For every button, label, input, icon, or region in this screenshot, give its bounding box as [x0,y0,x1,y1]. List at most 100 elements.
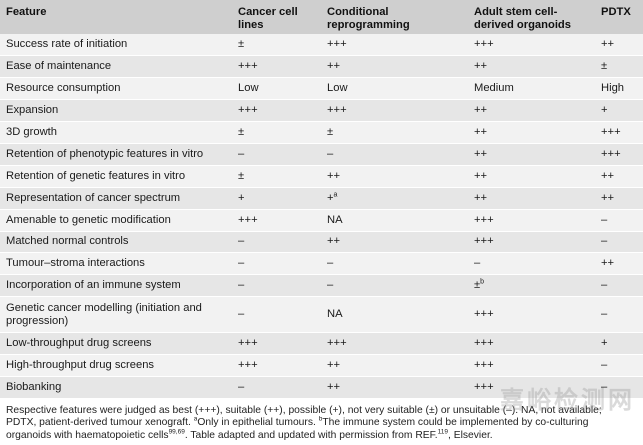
cell-conditional-reprogramming: Low [321,77,468,101]
cell-value: Medium [474,82,514,95]
cell-conditional-reprogramming: ± [321,121,468,144]
table-row: Amenable to genetic modification +++ NA +++… [0,209,643,232]
cell-value: NA [327,213,343,226]
cell-value: +++ [327,38,347,51]
cell-value: ++ [601,169,615,182]
cell-cancer-cell-lines: – [232,376,321,399]
footnote-text: PDTX, patient-derived tumour xenograft. [6,417,191,429]
header-conditional-reprogramming: Conditional reprogramming [321,0,468,34]
cell-cancer-cell-lines: ± [232,34,321,57]
cell-feature: Representation of cancer spectrum [0,187,232,210]
cell-pdtx: ++ [595,165,643,188]
cell-value: – [327,257,334,270]
cell-value: +++ [474,380,494,393]
cell-feature: Biobanking [0,376,232,399]
cell-conditional-reprogramming: +++ [321,332,468,356]
cell-value: ± [474,279,481,292]
cell-value: – [474,257,481,270]
table-row: Incorporation of an immune system – – ±b – [0,274,643,298]
cell-cancer-cell-lines: +++ [232,99,321,123]
cell-value: +++ [601,147,621,160]
cell-feature: Amenable to genetic modification [0,209,232,232]
cell-value: ++ [601,257,615,270]
cell-conditional-reprogramming: ++ [321,55,468,79]
table-row: Success rate of initiation ± +++ +++ ++ [0,34,643,57]
feature-comparison-table: Feature Cancer cell lines Conditional re… [0,0,643,399]
cell-pdtx: ++ [595,252,643,276]
cell-pdtx: – [595,209,643,232]
cell-value: +++ [474,308,494,321]
cell-value: ± [238,38,245,51]
cell-value: +++ [238,337,258,350]
cell-adult-stem-cell-organoids: +++ [468,376,595,399]
cell-conditional-reprogramming: – [321,252,468,276]
cell-adult-stem-cell-organoids: +++ [468,231,595,254]
footnote-text: Only in epithelial tumours. [197,417,316,429]
cell-value: ++ [474,169,488,182]
cell-value: ++ [327,235,341,248]
table-row: Matched normal controls – ++ +++ – [0,231,643,254]
table-row: Low-throughput drug screens +++ +++ +++ + [0,332,643,356]
cell-conditional-reprogramming: NA [321,296,468,334]
cell-cancer-cell-lines: – [232,274,321,298]
table-row: Resource consumption Low Low Medium High [0,77,643,101]
footnote-marker: b [318,415,323,423]
cell-pdtx: ++ [595,34,643,57]
cell-pdtx: – [595,274,643,298]
footnote-line-1: Respective features were judged as best … [6,405,638,417]
cell-adult-stem-cell-organoids: ++ [468,55,595,79]
cell-value: High [601,82,625,95]
cell-value: + [327,191,334,204]
footnote-text: organoids with haematopoietic cells [6,429,169,441]
cell-value: +++ [327,104,347,117]
cell-cancer-cell-lines: – [232,252,321,276]
cell-adult-stem-cell-organoids: – [468,252,595,276]
table-row: Biobanking – ++ +++ – [0,376,643,399]
cell-value: +++ [327,337,347,350]
cell-value: ++ [474,60,488,73]
cell-feature: 3D growth [0,121,232,144]
cell-adult-stem-cell-organoids: ±b [468,274,595,298]
cell-value: ++ [474,126,488,138]
cell-pdtx: – [595,376,643,399]
cell-value: ± [601,60,608,73]
cell-feature: Genetic cancer modelling (initiation and… [0,296,232,334]
cell-pdtx: – [595,231,643,254]
cell-cancer-cell-lines: +++ [232,354,321,377]
cell-adult-stem-cell-organoids: ++ [468,143,595,166]
cell-pdtx: +++ [595,121,643,144]
cell-feature: High-throughput drug screens [0,354,232,377]
cell-cancer-cell-lines: – [232,231,321,254]
cell-value: – [601,279,608,292]
cell-value: NA [327,308,343,321]
cell-conditional-reprogramming: +++ [321,34,468,57]
cell-pdtx: +++ [595,143,643,166]
cell-value: ++ [327,60,341,73]
cell-value: ± [238,169,245,182]
cell-value: ++ [327,169,341,182]
cell-conditional-reprogramming: ++ [321,165,468,188]
cell-pdtx: High [595,77,643,101]
footnote-reference: 119 [437,428,449,436]
cell-pdtx: + [595,99,643,123]
cell-value: – [238,308,245,321]
footnote-text: The immune system could be implemented b… [322,417,589,429]
cell-value: Low [238,82,259,95]
header-adult-stem-cell-organoids: Adult stem cell-derived organoids [468,0,595,34]
cell-value: – [601,213,608,226]
cell-feature: Tumour–stroma interactions [0,252,232,276]
cell-conditional-reprogramming: ++ [321,354,468,377]
cell-value: – [327,279,334,292]
table-footnote: Respective features were judged as best … [6,405,638,442]
cell-value: + [601,337,608,350]
table-header: Feature Cancer cell lines Conditional re… [0,0,643,34]
cell-feature: Incorporation of an immune system [0,274,232,298]
cell-value: +++ [474,337,494,350]
cell-cancer-cell-lines: – [232,296,321,334]
cell-value: +++ [238,213,258,226]
cell-conditional-reprogramming: +++ [321,99,468,123]
cell-value: ++ [601,38,615,51]
footnote-line-2: PDTX, patient-derived tumour xenograft. … [6,415,638,429]
cell-feature: Ease of maintenance [0,55,232,79]
header-pdtx: PDTX [595,0,643,34]
